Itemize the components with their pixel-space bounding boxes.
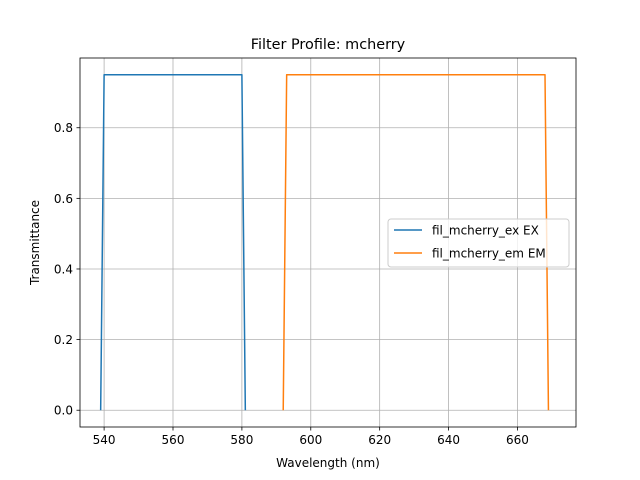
plot-frame [79, 57, 577, 428]
y-tick-label: 0.2 [54, 333, 73, 347]
x-tick-label: 540 [93, 433, 116, 447]
x-axis-label: Wavelength (nm) [276, 456, 380, 470]
x-tick-label: 660 [506, 433, 529, 447]
y-axis-label: Transmittance [28, 200, 42, 286]
legend: fil_mcherry_ex EX fil_mcherry_em EM [387, 218, 570, 268]
y-tick-label: 0.8 [54, 121, 73, 135]
legend-label-em: fil_mcherry_em EM [432, 247, 546, 261]
x-tick-label: 600 [299, 433, 322, 447]
y-tick-label: 0.0 [54, 404, 73, 418]
x-tick-label: 620 [368, 433, 391, 447]
y-tick-label: 0.6 [54, 192, 73, 206]
legend-box [387, 218, 570, 268]
x-tick-label: 560 [162, 433, 185, 447]
series-line-ex [99, 74, 247, 411]
axis-ticks: 540 560 580 600 620 640 660 0.0 0.2 0.4 0.6 0.8 [54, 121, 529, 447]
x-tick-label: 580 [230, 433, 253, 447]
y-tick-label: 0.4 [54, 262, 73, 276]
chart-title: Filter Profile: mcherry [251, 37, 406, 53]
legend-label-ex: fil_mcherry_ex EX [432, 224, 539, 238]
x-tick-label: 640 [437, 433, 460, 447]
